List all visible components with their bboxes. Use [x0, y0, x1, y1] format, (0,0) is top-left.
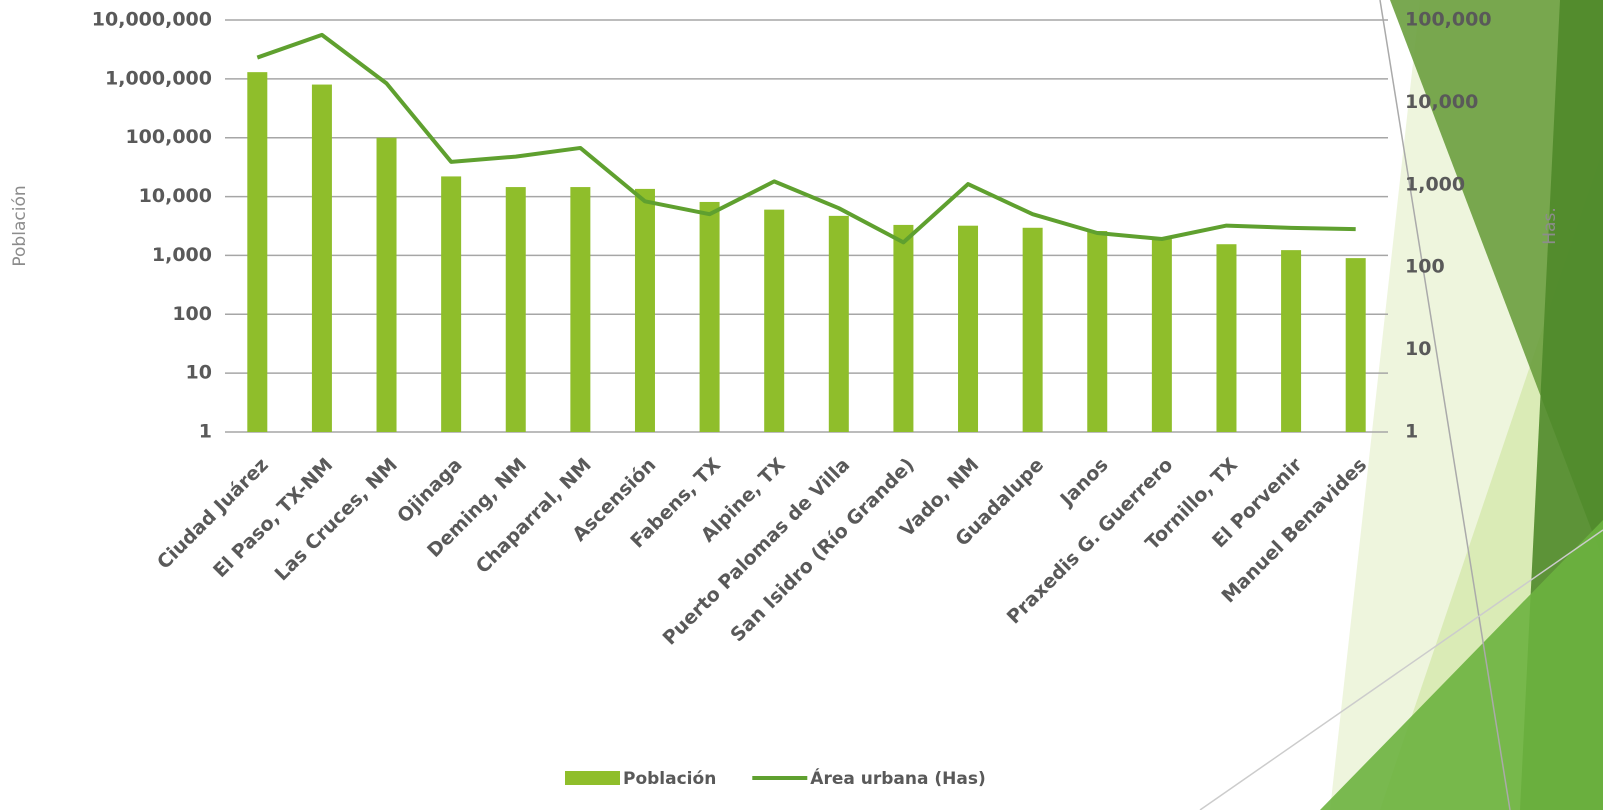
y2-tick-label: 100	[1405, 256, 1445, 278]
bar	[1022, 227, 1043, 432]
decoration	[1199, 0, 1603, 810]
y-tick-label: 100	[172, 303, 212, 325]
legend-label: Población	[623, 769, 716, 789]
line	[256, 32, 1356, 245]
y2-tick-label: 100,000	[1405, 9, 1492, 31]
legend-swatch	[565, 771, 620, 785]
bar	[1216, 244, 1237, 432]
bar	[764, 209, 785, 432]
y-tick-label: 1	[199, 421, 212, 443]
bar	[247, 72, 268, 433]
legend-label: Área urbana (Has)	[810, 767, 985, 789]
y-tick-label: 10,000	[139, 185, 212, 207]
bar	[1087, 231, 1108, 432]
y-tick-label: 10	[186, 362, 212, 384]
bar	[505, 187, 526, 432]
bar	[376, 137, 397, 432]
y-axis-title: Población	[10, 185, 30, 266]
bar	[570, 187, 591, 432]
y2-tick-label: 10,000	[1405, 91, 1478, 113]
y-tick-label: 1,000,000	[105, 67, 212, 89]
x-tick-label: Chaparral, NM	[472, 454, 596, 578]
y-tick-label: 1,000	[152, 244, 212, 266]
bar	[441, 176, 462, 432]
y2-axis-title: Has.	[1540, 207, 1560, 244]
x-tick-label: Janos	[1055, 454, 1113, 512]
y2-tick-label: 1,000	[1405, 173, 1465, 195]
x-tick-label: Ciudad Juárez	[153, 454, 273, 574]
bar	[699, 201, 720, 432]
y-tick-label: 100,000	[125, 126, 212, 148]
bar	[958, 225, 979, 432]
bar	[1151, 239, 1172, 432]
bar	[311, 84, 332, 433]
y2-tick-label: 10	[1405, 338, 1431, 360]
bar	[1281, 250, 1302, 432]
y-tick-label: 10,000,000	[92, 9, 212, 31]
bar	[634, 188, 655, 432]
bar	[828, 215, 849, 432]
y2-tick-label: 1	[1405, 421, 1418, 443]
x-tick-label: Las Cruces, NM	[271, 454, 402, 585]
bar	[1345, 258, 1366, 432]
x-tick-label: El Paso, TX-NM	[209, 454, 337, 582]
bar	[893, 224, 914, 432]
